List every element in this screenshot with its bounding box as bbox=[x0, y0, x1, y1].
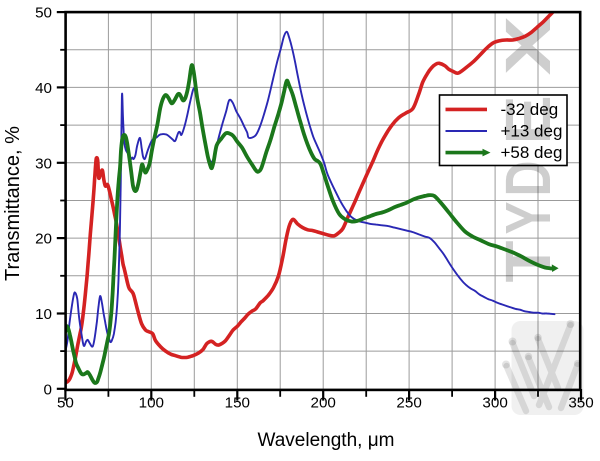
svg-text:E: E bbox=[492, 95, 564, 145]
svg-text:150: 150 bbox=[225, 395, 250, 412]
svg-text:Wavelength, μm: Wavelength, μm bbox=[258, 430, 395, 451]
svg-text:40: 40 bbox=[35, 80, 52, 97]
svg-text:20: 20 bbox=[35, 231, 52, 248]
svg-text:+13 deg: +13 deg bbox=[501, 122, 563, 141]
svg-text:Transmittance, %: Transmittance, % bbox=[2, 126, 24, 281]
svg-text:D: D bbox=[492, 161, 564, 197]
svg-text:50: 50 bbox=[35, 5, 52, 22]
svg-text:250: 250 bbox=[396, 395, 421, 412]
svg-text:300: 300 bbox=[482, 395, 507, 412]
svg-text:50: 50 bbox=[57, 395, 74, 412]
svg-text:100: 100 bbox=[139, 395, 164, 412]
svg-text:-32 deg: -32 deg bbox=[501, 100, 559, 119]
svg-text:350: 350 bbox=[568, 395, 593, 412]
svg-text:Y: Y bbox=[492, 202, 564, 235]
svg-text:200: 200 bbox=[311, 395, 336, 412]
svg-text:0: 0 bbox=[44, 381, 52, 398]
svg-text:+58 deg: +58 deg bbox=[501, 143, 563, 162]
svg-text:X: X bbox=[492, 15, 564, 75]
svg-text:30: 30 bbox=[35, 155, 52, 172]
svg-text:10: 10 bbox=[35, 306, 52, 323]
